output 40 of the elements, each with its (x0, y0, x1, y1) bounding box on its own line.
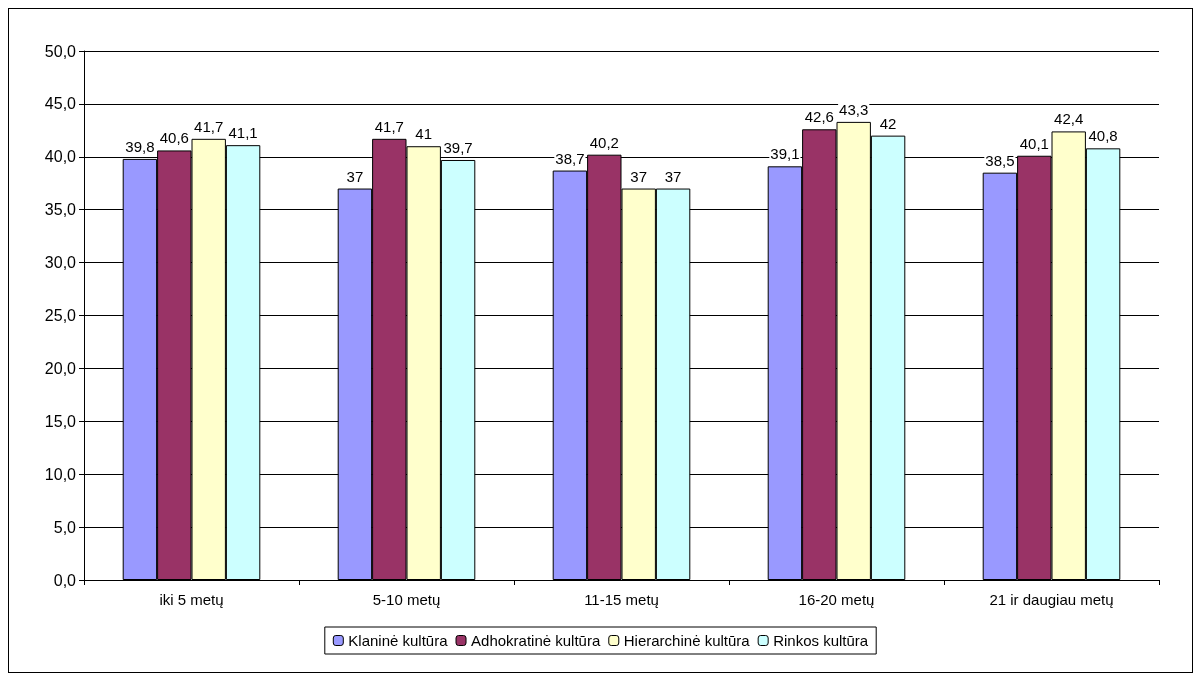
data-label: 41,7 (194, 117, 224, 135)
data-label: 39,1 (770, 145, 800, 163)
y-tick-label: 40,0 (44, 148, 77, 166)
data-label: 38,7 (555, 149, 585, 167)
data-label: 41 (415, 125, 433, 143)
y-tick-label: 0,0 (53, 571, 77, 589)
y-tick-label: 20,0 (44, 359, 77, 377)
data-label: 38,5 (985, 151, 1015, 169)
y-tick-label: 5,0 (53, 518, 77, 536)
data-label: 37 (664, 167, 682, 185)
y-tick-label: 10,0 (44, 465, 77, 483)
data-label: 41,7 (374, 117, 404, 135)
y-tick-label: 30,0 (44, 254, 77, 272)
x-tick-label: 16-20 metų (798, 591, 875, 608)
x-tick-label: 21 ir daugiau metų (989, 591, 1114, 608)
data-label: 37 (630, 167, 648, 185)
data-label: 39,8 (125, 137, 155, 155)
data-label: 41,1 (228, 124, 258, 142)
legend-label: Hierarchinė kultūra (623, 632, 751, 649)
data-label: 42,6 (804, 108, 834, 126)
data-label: 39,7 (443, 138, 473, 156)
y-tick-label: 45,0 (44, 95, 77, 113)
data-label: 42 (879, 114, 897, 132)
x-tick-label: 11-15 metų (584, 591, 659, 608)
data-label: 37 (346, 167, 364, 185)
y-tick-label: 35,0 (44, 201, 77, 219)
y-tick-label: 15,0 (44, 412, 77, 430)
legend-label: Klaninė kultūra (348, 632, 449, 649)
data-label: 43,3 (839, 100, 869, 118)
x-tick-label: iki 5 metų (159, 591, 224, 608)
data-label: 40,6 (159, 129, 189, 147)
data-label: 40,8 (1088, 127, 1118, 145)
y-tick-label: 25,0 (44, 307, 77, 324)
data-label: 40,2 (589, 133, 619, 151)
x-tick-label: 5-10 metų (372, 591, 441, 608)
y-tick-label: 50,0 (44, 42, 77, 60)
legend-label: Adhokratinė kultūra (471, 632, 601, 649)
legend-label: Rinkos kultūra (773, 632, 869, 649)
data-label: 40,1 (1019, 134, 1049, 152)
data-label: 42,4 (1054, 110, 1084, 128)
